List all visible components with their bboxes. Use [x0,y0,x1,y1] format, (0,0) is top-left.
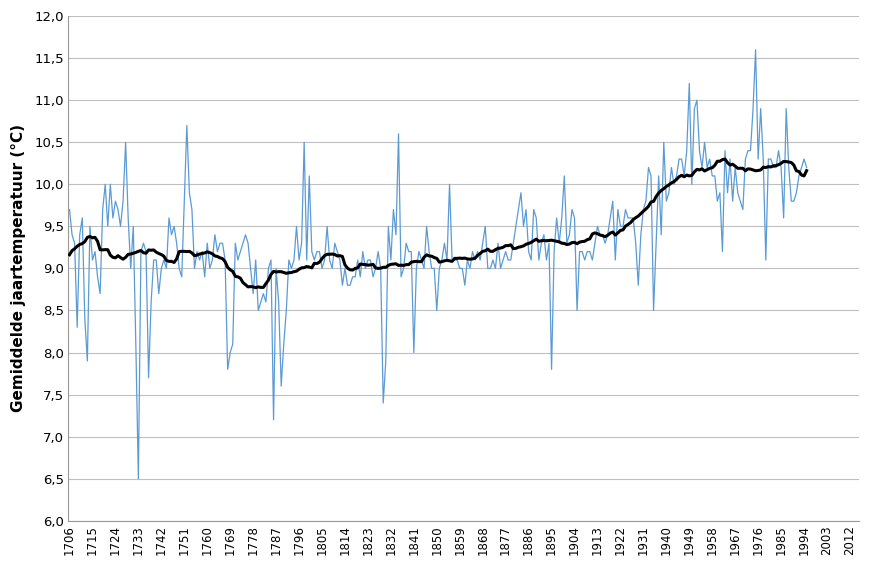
Y-axis label: Gemiddelde jaartemperatuur (°C): Gemiddelde jaartemperatuur (°C) [11,125,26,413]
